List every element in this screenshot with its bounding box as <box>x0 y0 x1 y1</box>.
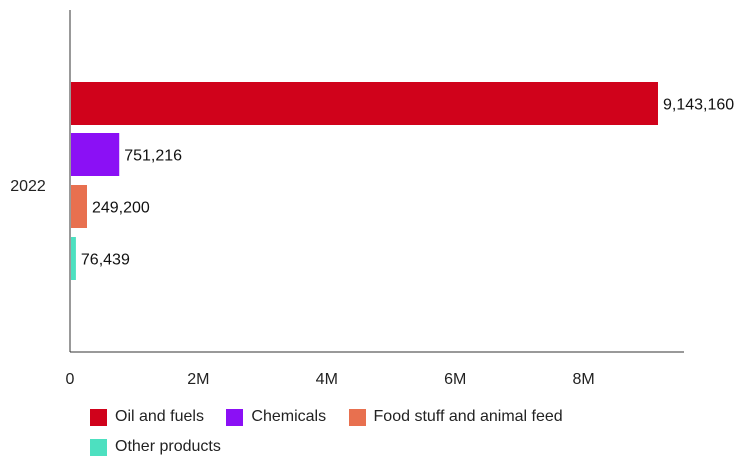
bar-chart: 2022 0 2M 4M 6M 8M 9,143,160 751,216 249,200 76… <box>10 10 734 388</box>
x-tick-label: 8M <box>572 371 594 388</box>
category-label: 2022 <box>10 178 46 195</box>
legend-item-other-products[interactable]: Other products <box>90 432 221 462</box>
data-label: 249,200 <box>92 200 150 217</box>
legend-row-2: Other products <box>90 432 239 462</box>
bar-other-products[interactable] <box>71 237 76 280</box>
legend-label: Chemicals <box>251 408 327 425</box>
x-tick-label: 6M <box>444 371 466 388</box>
x-tick-label: 0 <box>66 371 75 388</box>
data-label: 76,439 <box>81 252 130 269</box>
legend-swatch <box>90 438 107 456</box>
x-tick-label: 2M <box>187 371 209 388</box>
x-tick-label: 4M <box>316 371 338 388</box>
legend-label: Food stuff and animal feed <box>373 408 563 425</box>
bar-chemicals[interactable] <box>71 133 120 176</box>
x-axis-ticks: 0 2M 4M 6M 8M <box>66 371 595 388</box>
bar-oil-and-fuels[interactable] <box>71 82 658 125</box>
legend-item-oil-and-fuels[interactable]: Oil and fuels <box>90 402 204 432</box>
legend-swatch <box>348 408 366 426</box>
data-label: 751,216 <box>124 148 182 165</box>
legend-label: Other products <box>115 438 221 455</box>
legend-item-chemicals[interactable]: Chemicals <box>226 402 326 432</box>
data-label: 9,143,160 <box>663 97 734 114</box>
bars <box>71 82 658 280</box>
bar-food-stuff-and-animal-feed[interactable] <box>71 185 87 228</box>
legend-swatch <box>90 408 107 426</box>
legend-item-food-stuff[interactable]: Food stuff and animal feed <box>348 402 563 432</box>
legend-swatch <box>226 408 244 426</box>
legend: Oil and fuels Chemicals Food stuff and a… <box>90 402 690 432</box>
legend-label: Oil and fuels <box>115 408 204 425</box>
data-labels: 9,143,160 751,216 249,200 76,439 <box>81 97 734 269</box>
